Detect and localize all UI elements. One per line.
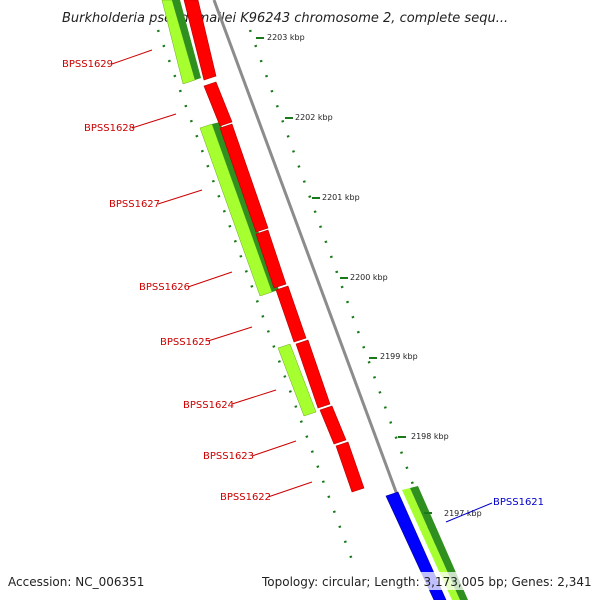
accession-text: Accession: NC_006351 [8, 575, 144, 589]
gene-label-bpss1626[interactable]: BPSS1626 [139, 282, 190, 293]
reverse-cds-track [183, 0, 365, 493]
gene-label-bpss1625[interactable]: BPSS1625 [160, 337, 211, 348]
cds-red-8 [335, 441, 365, 493]
map-title: Burkholderia pseudomallei K96243 chromos… [62, 11, 508, 26]
cds-red-7 [319, 405, 347, 445]
gene-labels: BPSS1629 BPSS1628 BPSS1627 BPSS1626 BPSS… [62, 59, 544, 508]
gene-label-bpss1621[interactable]: BPSS1621 [493, 497, 544, 508]
gene-label-bpss1628[interactable]: BPSS1628 [84, 123, 135, 134]
gene-label-leaders [111, 49, 493, 523]
scale-label-2202: 2202 kbp [295, 113, 333, 122]
scale-labels: 2203 kbp 2202 kbp 2201 kbp 2200 kbp 2199… [267, 33, 482, 518]
gene-label-bpss1624[interactable]: BPSS1624 [183, 400, 234, 411]
scale-label-2198: 2198 kbp [411, 432, 449, 441]
cds-red-2 [203, 81, 233, 127]
cds-red-6 [295, 339, 331, 409]
gene-label-bpss1623[interactable]: BPSS1623 [203, 451, 254, 462]
scale-label-2203: 2203 kbp [267, 33, 305, 42]
scale-ticks [256, 37, 432, 514]
cds-red-5 [275, 285, 307, 343]
cds-red-4 [255, 229, 287, 289]
scale-label-2201: 2201 kbp [322, 193, 360, 202]
cds-segment-bpss1621-dark [410, 486, 468, 600]
gene-label-bpss1629[interactable]: BPSS1629 [62, 59, 113, 70]
cds-red-3 [219, 123, 269, 233]
gene-label-bpss1622[interactable]: BPSS1622 [220, 492, 271, 503]
cds-red-1 [183, 0, 217, 81]
scale-label-2199: 2199 kbp [380, 352, 418, 361]
footer-backdrop [260, 572, 594, 590]
scale-label-2200: 2200 kbp [350, 273, 388, 282]
gene-label-bpss1627[interactable]: BPSS1627 [109, 199, 160, 210]
topology-text: Topology: circular; Length: 3,173,005 bp… [261, 575, 592, 589]
cds-segment-bpss1629-dark [172, 0, 201, 80]
scale-label-2197: 2197 kbp [444, 509, 482, 518]
cds-segment-bpss1624 [277, 343, 317, 417]
